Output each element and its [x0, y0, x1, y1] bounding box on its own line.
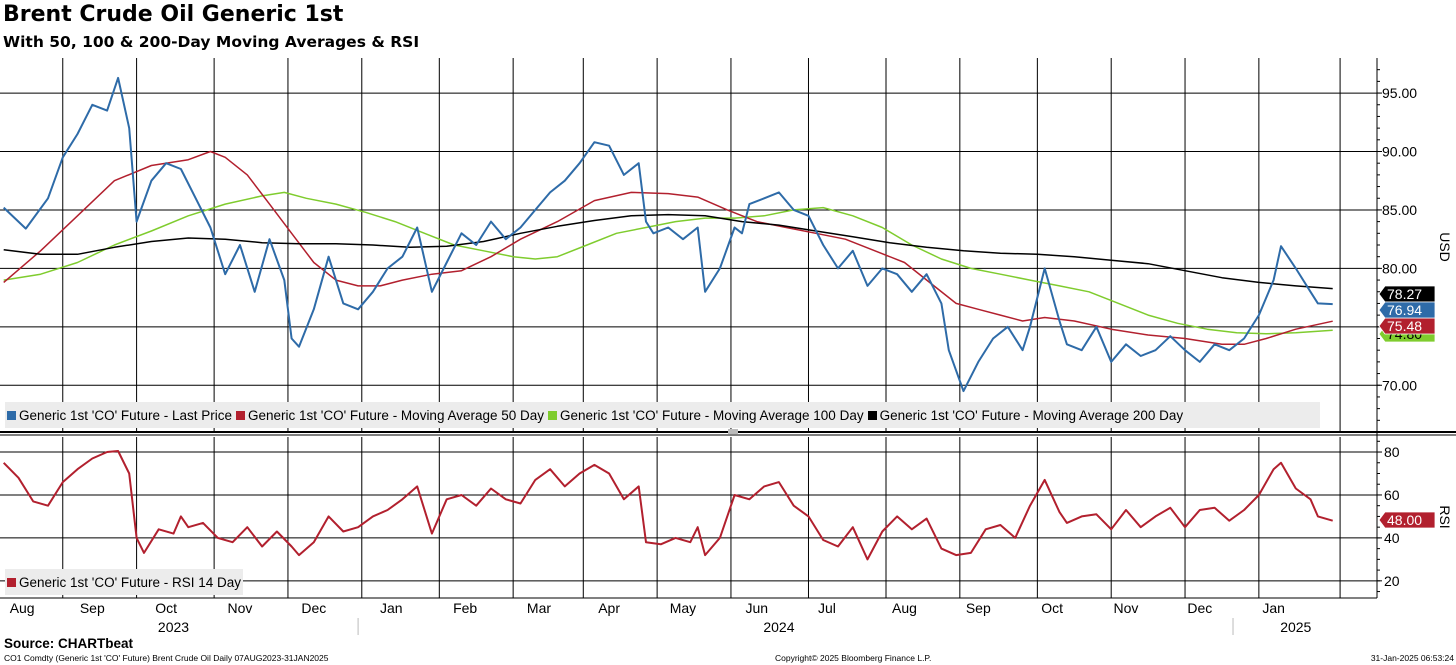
footer-ticker: CO1 Comdty (Generic 1st 'CO' Future) Bre…	[4, 653, 329, 663]
price-tick-label: 70.00	[1382, 377, 1417, 393]
rsi-tick-label: 40	[1384, 530, 1400, 546]
month-tick-label: Sep	[80, 600, 105, 616]
month-tick-label: Aug	[892, 600, 917, 616]
legend-swatch	[548, 410, 558, 420]
chart-title: Brent Crude Oil Generic 1st	[3, 2, 344, 27]
legend-label-ma100: Generic 1st 'CO' Future - Moving Average…	[560, 407, 864, 423]
chart-subtitle: With 50, 100 & 200-Day Moving Averages &…	[3, 33, 420, 51]
year-tick-label: 2023	[158, 619, 189, 635]
legend-item-ma50: Generic 1st 'CO' Future - Moving Average…	[234, 408, 546, 423]
month-tick-label: Jun	[746, 600, 769, 616]
legend-label-ma200: Generic 1st 'CO' Future - Moving Average…	[879, 407, 1184, 423]
month-tick-label: Oct	[1041, 600, 1063, 616]
footer-timestamp: 31-Jan-2025 06:53:24	[1370, 653, 1454, 663]
panel-resize-handle	[728, 429, 738, 434]
last-value-tag	[1378, 301, 1436, 319]
legend-item-ma100: Generic 1st 'CO' Future - Moving Average…	[546, 408, 866, 423]
legend-item-rsi: Generic 1st 'CO' Future - RSI 14 Day	[5, 575, 243, 590]
legend-item-ma200: Generic 1st 'CO' Future - Moving Average…	[866, 408, 1186, 423]
month-tick-label: Jan	[380, 600, 403, 616]
series-line	[2, 450, 1333, 561]
price-tick-label: 95.00	[1382, 85, 1417, 101]
month-tick-label: Nov	[228, 600, 253, 616]
series-line	[3, 191, 1333, 335]
year-tick-label: 2025	[1280, 619, 1311, 635]
source-note: Source: CHARTbeat	[4, 636, 134, 651]
rsi-tick-label: 60	[1384, 487, 1400, 503]
series-line	[3, 76, 1333, 393]
rsi-legend: Generic 1st 'CO' Future - RSI 14 Day	[5, 569, 243, 595]
last-value-tag	[1378, 285, 1436, 303]
last-value-tag	[1378, 317, 1436, 335]
month-tick-label: Jul	[818, 600, 836, 616]
rsi-tick-label: 20	[1384, 573, 1400, 589]
footer-copyright: Copyright© 2025 Bloomberg Finance L.P.	[775, 653, 932, 663]
series-line	[3, 213, 1333, 290]
price-legend: Generic 1st 'CO' Future - Last Price Gene…	[5, 402, 1320, 428]
month-tick-label: Apr	[598, 600, 620, 616]
legend-label-rsi: Generic 1st 'CO' Future - RSI 14 Day	[19, 574, 241, 590]
rsi-tick-label: 80	[1384, 444, 1400, 460]
rsi-axis-title: RSI	[1437, 505, 1453, 528]
month-tick-label: May	[670, 600, 696, 616]
legend-swatch	[7, 577, 16, 587]
month-tick-label: Dec	[1187, 600, 1212, 616]
year-tick-label: 2024	[763, 619, 794, 635]
month-tick-label: Sep	[966, 600, 991, 616]
last-value-label: 78.27	[1387, 286, 1422, 302]
price-axis-title: USD	[1437, 232, 1453, 262]
month-tick-label: Oct	[155, 600, 177, 616]
legend-label-last: Generic 1st 'CO' Future - Last Price	[19, 407, 232, 423]
month-tick-label: Dec	[301, 600, 326, 616]
series-line	[3, 150, 1333, 346]
month-tick-label: Feb	[453, 600, 477, 616]
legend-label-ma50: Generic 1st 'CO' Future - Moving Average…	[247, 407, 545, 423]
month-tick-label: Aug	[10, 600, 35, 616]
legend-swatch	[235, 410, 245, 420]
legend-swatch	[7, 410, 16, 420]
last-value-tag	[1378, 511, 1436, 529]
month-tick-label: Nov	[1114, 600, 1139, 616]
price-tick-label: 85.00	[1382, 202, 1417, 218]
legend-item-last: Generic 1st 'CO' Future - Last Price	[5, 408, 234, 423]
last-value-label: 48.00	[1387, 512, 1422, 528]
price-tick-label: 80.00	[1382, 260, 1417, 276]
last-value-label: 75.48	[1387, 318, 1422, 334]
legend-swatch	[867, 410, 877, 420]
price-tick-label: 90.00	[1382, 144, 1417, 160]
last-value-label: 76.94	[1387, 302, 1422, 318]
month-tick-label: Mar	[527, 600, 551, 616]
month-tick-label: Jan	[1262, 600, 1285, 616]
